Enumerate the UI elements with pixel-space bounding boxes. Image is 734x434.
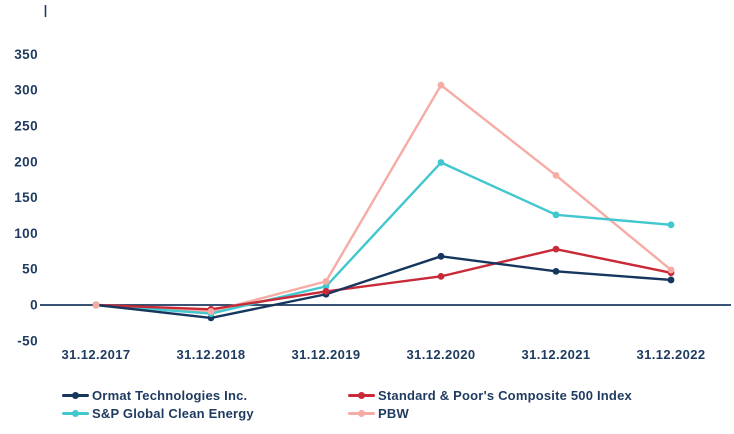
series-point-3 xyxy=(207,308,215,315)
legend-item-clean-energy: S&P Global Clean Energy xyxy=(62,406,254,421)
legend-marker-ormat xyxy=(62,392,89,400)
series-point-3 xyxy=(322,277,330,285)
y-tick-label: 350 xyxy=(14,47,38,62)
series-line-1 xyxy=(94,247,673,311)
series-point-2 xyxy=(552,211,560,219)
y-tick-label: 300 xyxy=(14,83,38,98)
series-point-3 xyxy=(437,81,445,89)
y-tick-label: 50 xyxy=(22,262,38,277)
series-line-2 xyxy=(94,161,673,315)
legend-label-ormat: Ormat Technologies Inc. xyxy=(92,388,248,403)
series-point-1 xyxy=(552,245,560,253)
series-point-1 xyxy=(437,272,445,280)
legend-label-sp500: Standard & Poor's Composite 500 Index xyxy=(378,388,632,403)
series-point-1 xyxy=(322,287,330,295)
y-tick-label: 250 xyxy=(14,119,38,134)
legend-item-pbw: PBW xyxy=(348,406,409,421)
series-line-3 xyxy=(94,83,673,313)
legend-item-sp500: Standard & Poor's Composite 500 Index xyxy=(348,388,632,403)
series-point-2 xyxy=(437,159,445,166)
legend-item-ormat: Ormat Technologies Inc. xyxy=(62,388,247,403)
series-point-0 xyxy=(667,276,675,284)
legend-label-pbw: PBW xyxy=(378,406,409,421)
y-tick-label: 0 xyxy=(30,298,38,313)
series-point-0 xyxy=(552,267,560,275)
legend-marker-pbw xyxy=(348,410,375,418)
series-line-0 xyxy=(94,255,673,320)
legend-marker-clean-energy xyxy=(62,410,89,418)
series-point-2 xyxy=(322,282,330,290)
x-tick-label: 31.12.2021 xyxy=(521,347,590,362)
legend-marker-sp500 xyxy=(348,392,375,400)
performance-line-chart: -50 0 50 100 150 200 250 300 350 31.12.2017 31.12.… xyxy=(14,5,731,362)
y-tick-label: 200 xyxy=(14,154,38,169)
x-tick-label: 31.12.2020 xyxy=(406,347,475,362)
legend-label-clean-energy: S&P Global Clean Energy xyxy=(92,406,254,421)
series-point-3 xyxy=(552,172,560,179)
chart-legend: Ormat Technologies Inc. Standard & Poor'… xyxy=(0,388,734,432)
x-tick-label: 31.12.2017 xyxy=(61,347,130,362)
x-tick-label: 31.12.2022 xyxy=(636,347,705,362)
x-tick-label: 31.12.2018 xyxy=(176,347,245,362)
x-tick-label: 31.12.2019 xyxy=(291,347,360,362)
series-point-3 xyxy=(667,266,675,274)
series-point-0 xyxy=(437,252,445,260)
y-tick-label: 100 xyxy=(14,226,38,241)
series-point-3 xyxy=(92,301,100,309)
y-tick-label: -50 xyxy=(17,333,38,348)
y-tick-label: 150 xyxy=(14,190,38,205)
series-point-2 xyxy=(667,221,675,229)
